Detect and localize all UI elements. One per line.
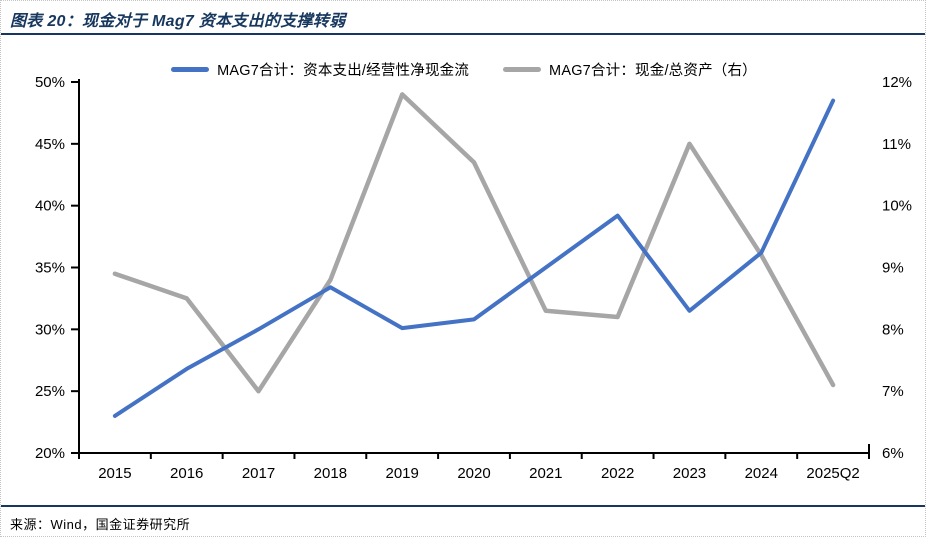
title-divider [1, 33, 925, 35]
right-axis-tick-label: 10% [882, 198, 912, 215]
x-axis-tick-label: 2019 [385, 465, 418, 482]
right-axis-tick-label: 11% [882, 136, 911, 153]
x-axis-tick-label: 2020 [457, 465, 490, 482]
left-axis-tick-label: 25% [35, 383, 65, 400]
legend-label: MAG7合计：现金/总资产（右） [549, 63, 757, 79]
x-axis-tick-label: 2016 [170, 465, 203, 482]
right-axis-tick-label: 9% [882, 260, 904, 277]
left-axis-tick-label: 30% [35, 321, 65, 338]
legend-swatch [503, 67, 542, 72]
left-axis-tick-label: 40% [35, 198, 65, 215]
x-axis-tick-label: 2023 [673, 465, 706, 482]
axes [71, 79, 870, 459]
x-axis-tick-label: 2024 [745, 465, 778, 482]
figure-title: 图表 20：现金对于 Mag7 资本支出的支撑转弱 [10, 13, 346, 30]
series-line-capex-ocf [112, 98, 836, 418]
legend-label: MAG7合计：资本支出/经营性净现金流 [217, 63, 470, 79]
x-axis-tick-label: 2018 [314, 465, 347, 482]
x-axis-tick-label: 2015 [98, 465, 131, 482]
legend-swatch [171, 67, 210, 72]
right-axis-tick-label: 8% [882, 321, 904, 338]
left-axis-tick-label: 50% [35, 74, 65, 91]
legend-item: MAG7合计：现金/总资产（右） [503, 59, 757, 80]
x-axis-tick-label: 2017 [242, 465, 275, 482]
x-axis-tick-label: 2025Q2 [806, 465, 859, 482]
series-line-cash-assets [112, 92, 836, 394]
right-axis-tick-label: 6% [882, 445, 904, 462]
left-axis-tick-label: 35% [35, 260, 65, 277]
x-axis-tick-label: 2021 [529, 465, 562, 482]
source-note: 来源：Wind，国金证券研究所 [10, 517, 191, 532]
right-axis-tick-label: 12% [882, 74, 912, 91]
right-axis-tick-label: 7% [882, 383, 904, 400]
footer-divider [1, 505, 925, 507]
x-axis-tick-label: 2022 [601, 465, 634, 482]
chart-legend: MAG7合计：资本支出/经营性净现金流 MAG7合计：现金/总资产（右） [1, 59, 925, 80]
legend-item: MAG7合计：资本支出/经营性净现金流 [171, 59, 469, 80]
left-axis-tick-label: 45% [35, 136, 65, 153]
left-axis-tick-label: 20% [35, 445, 65, 462]
